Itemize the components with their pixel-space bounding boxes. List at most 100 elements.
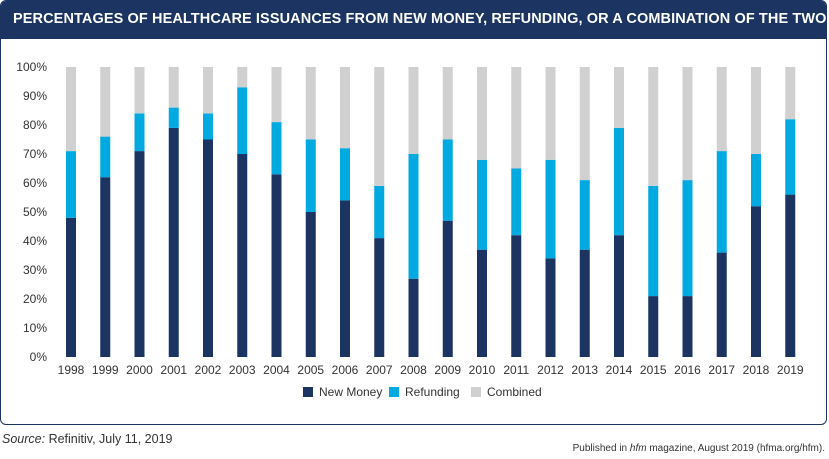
y-tick-label: 40%	[23, 234, 47, 248]
bar-combined	[340, 67, 350, 149]
bar-new-money	[579, 249, 590, 357]
y-tick-label: 90%	[23, 89, 47, 103]
bar-refunding	[545, 159, 556, 259]
bar-combined	[237, 67, 248, 88]
bar-combined	[408, 67, 419, 154]
bar-refunding	[100, 136, 111, 178]
legend-label: New Money	[319, 385, 382, 399]
bar-refunding	[682, 180, 693, 297]
bar-new-money	[100, 177, 111, 357]
x-tick-label: 1998	[58, 363, 85, 377]
bar-combined	[305, 67, 316, 140]
x-tick-label: 2009	[434, 363, 461, 377]
bar-new-money	[271, 174, 282, 357]
x-tick-label: 2012	[537, 363, 564, 377]
bar-refunding	[716, 151, 727, 253]
y-tick-label: 60%	[23, 176, 47, 190]
bar-new-money	[134, 151, 145, 357]
bar-new-money	[716, 252, 727, 357]
stacked-bar-chart: 0% 10% 20% 30% 40% 50% 60% 70% 80% 90% 100% 1998 199…	[16, 60, 804, 399]
y-tick-label: 80%	[23, 118, 47, 132]
bar-refunding	[203, 113, 213, 140]
bar-refunding	[579, 180, 590, 250]
legend-swatch	[471, 387, 481, 397]
bar-new-money	[511, 235, 522, 357]
x-tick-label: 2005	[297, 363, 324, 377]
published-suffix: magazine, August 2019 (hfma.org/hfm).	[646, 443, 825, 454]
bar-combined	[477, 67, 487, 160]
bar-combined	[751, 67, 761, 154]
x-tick-label: 2004	[263, 363, 290, 377]
x-tick-label: 2011	[503, 363, 529, 377]
bar-combined	[648, 67, 659, 186]
bar-new-money	[237, 154, 248, 357]
bar-combined	[442, 67, 453, 140]
published-note: Published in hfm magazine, August 2019 (…	[573, 443, 825, 454]
bar-new-money	[477, 249, 487, 357]
source-text: Refinitiv, July 11, 2019	[45, 432, 173, 446]
source-label: Source:	[2, 432, 46, 446]
bar-refunding	[340, 148, 350, 201]
y-tick-label: 100%	[16, 60, 47, 74]
bar-combined	[716, 67, 727, 152]
bar-refunding	[305, 139, 316, 212]
bar-combined	[168, 67, 179, 108]
bar-new-money	[648, 296, 659, 357]
bar-combined	[100, 67, 111, 137]
bar-refunding	[751, 154, 761, 207]
bar-new-money	[203, 139, 213, 357]
bar-combined	[374, 67, 385, 186]
x-tick-label: 2013	[571, 363, 598, 377]
bar-combined	[682, 67, 693, 181]
y-tick-label: 0%	[30, 350, 48, 364]
x-tick-label: 2019	[777, 363, 804, 377]
x-tick-label: 2002	[195, 363, 222, 377]
legend-swatch	[303, 387, 313, 397]
x-tick-label: 2016	[674, 363, 701, 377]
x-tick-label: 2001	[160, 363, 187, 377]
bar-refunding	[477, 159, 487, 250]
bar-new-money	[340, 200, 350, 357]
bar-new-money	[682, 296, 693, 357]
published-prefix: Published in	[572, 443, 630, 454]
x-tick-label: 2008	[400, 363, 427, 377]
x-tick-label: 2015	[640, 363, 667, 377]
bar-combined	[545, 67, 556, 160]
x-tick-label: 2007	[366, 363, 393, 377]
bar-combined	[271, 67, 282, 123]
y-tick-label: 50%	[23, 205, 47, 219]
source-note: Source: Refinitiv, July 11, 2019	[2, 432, 172, 446]
bar-refunding	[442, 139, 453, 221]
bar-new-money	[785, 194, 796, 357]
bar-new-money	[614, 235, 624, 357]
legend-swatch	[389, 387, 399, 397]
x-tick-label: 2018	[743, 363, 770, 377]
x-tick-label: 1999	[92, 363, 119, 377]
y-tick-label: 10%	[23, 321, 47, 335]
legend-label: Refunding	[405, 385, 460, 399]
bar-combined	[134, 67, 145, 114]
bar-new-money	[545, 258, 556, 357]
bar-combined	[785, 67, 796, 120]
published-magazine: hfm	[629, 443, 647, 454]
x-tick-label: 2006	[332, 363, 359, 377]
bar-combined	[66, 67, 76, 152]
bar-new-money	[374, 238, 385, 357]
bar-new-money	[305, 212, 316, 357]
x-tick-label: 2014	[606, 363, 633, 377]
bar-refunding	[648, 185, 659, 297]
x-tick-label: 2000	[126, 363, 153, 377]
legend-label: Combined	[487, 385, 542, 399]
bar-refunding	[374, 185, 385, 239]
bar-refunding	[511, 168, 522, 236]
bar-new-money	[168, 127, 179, 358]
bar-refunding	[408, 154, 419, 279]
y-tick-label: 20%	[23, 292, 47, 306]
bar-combined	[614, 67, 624, 128]
bar-refunding	[168, 107, 179, 128]
y-tick-label: 30%	[23, 263, 47, 277]
title-bar: PERCENTAGES OF HEALTHCARE ISSUANCES FROM…	[1, 1, 826, 39]
bar-combined	[579, 67, 590, 181]
bar-refunding	[785, 119, 796, 195]
y-tick-label: 70%	[23, 147, 47, 161]
